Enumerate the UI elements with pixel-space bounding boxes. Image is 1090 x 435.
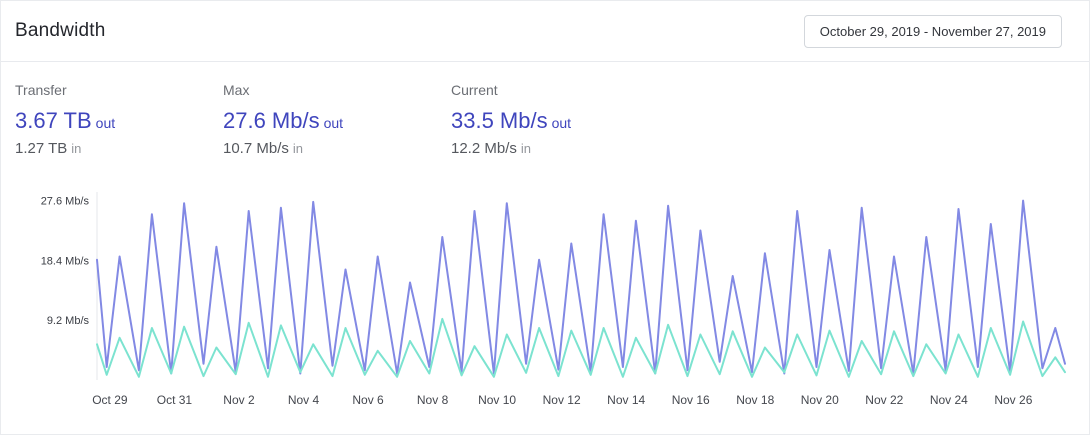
x-axis-label: Nov 12 xyxy=(543,393,581,407)
stat-max-in-suffix: in xyxy=(292,141,303,156)
stat-max: Max 27.6 Mb/s out 10.7 Mb/s in xyxy=(223,82,451,156)
stat-current-in-suffix: in xyxy=(520,141,531,156)
x-axis-label: Oct 29 xyxy=(92,393,128,407)
stat-transfer-out-suffix: out xyxy=(95,115,116,131)
x-axis-label: Nov 6 xyxy=(352,393,384,407)
stat-transfer-label: Transfer xyxy=(15,82,67,98)
stat-current-out-suffix: out xyxy=(551,115,572,131)
y-axis-label: 9.2 Mb/s xyxy=(47,315,90,327)
x-axis-label: Nov 26 xyxy=(994,393,1032,407)
stat-transfer: Transfer 3.67 TB out 1.27 TB in xyxy=(15,82,223,156)
stat-transfer-in-suffix: in xyxy=(71,141,82,156)
stat-max-in: 10.7 Mb/s in xyxy=(223,141,451,156)
stats-row: Transfer 3.67 TB out 1.27 TB in Max 27.6 M… xyxy=(1,62,1089,164)
stat-current-label: Current xyxy=(451,82,498,98)
stat-transfer-in-value: 1.27 TB xyxy=(15,140,68,157)
stat-max-out-suffix: out xyxy=(323,115,344,131)
bandwidth-chart: 9.2 Mb/s 18.4 Mb/s 27.6 Mb/s Oct 29 Oct 31 No… xyxy=(41,192,1066,407)
stat-max-out: 27.6 Mb/s out xyxy=(223,110,451,132)
page-title: Bandwidth xyxy=(15,20,106,41)
stat-max-in-value: 10.7 Mb/s xyxy=(223,140,289,157)
stat-current-in-value: 12.2 Mb/s xyxy=(451,140,517,157)
stat-current: Current 33.5 Mb/s out 12.2 Mb/s in xyxy=(451,82,571,156)
out-series-line xyxy=(96,199,1066,375)
panel-header: Bandwidth October 29, 2019 - November 27… xyxy=(1,1,1089,62)
y-axis-label: 18.4 Mb/s xyxy=(41,255,90,267)
x-axis-label: Oct 31 xyxy=(157,393,193,407)
stat-max-out-value: 27.6 Mb/s xyxy=(223,108,320,133)
y-axis-label: 27.6 Mb/s xyxy=(41,196,90,208)
x-axis-label: Nov 18 xyxy=(736,393,774,407)
stat-max-label: Max xyxy=(223,82,250,98)
stat-transfer-in: 1.27 TB in xyxy=(15,141,223,156)
x-axis-label: Nov 4 xyxy=(288,393,320,407)
x-axis-label: Nov 20 xyxy=(801,393,839,407)
stat-current-out: 33.5 Mb/s out xyxy=(451,110,571,132)
x-axis-label: Nov 22 xyxy=(865,393,903,407)
x-axis-label: Nov 8 xyxy=(417,393,449,407)
in-series-line xyxy=(96,317,1066,378)
x-axis-label: Nov 16 xyxy=(672,393,710,407)
x-axis-label: Nov 24 xyxy=(930,393,968,407)
x-axis-label: Nov 14 xyxy=(607,393,645,407)
stat-current-out-value: 33.5 Mb/s xyxy=(451,108,548,133)
stat-transfer-out-value: 3.67 TB xyxy=(15,108,92,133)
x-axis-label: Nov 2 xyxy=(223,393,255,407)
date-range-button[interactable]: October 29, 2019 - November 27, 2019 xyxy=(803,14,1062,48)
stat-transfer-out: 3.67 TB out xyxy=(15,110,223,132)
stat-current-in: 12.2 Mb/s in xyxy=(451,141,571,156)
x-axis-label: Nov 10 xyxy=(478,393,516,407)
